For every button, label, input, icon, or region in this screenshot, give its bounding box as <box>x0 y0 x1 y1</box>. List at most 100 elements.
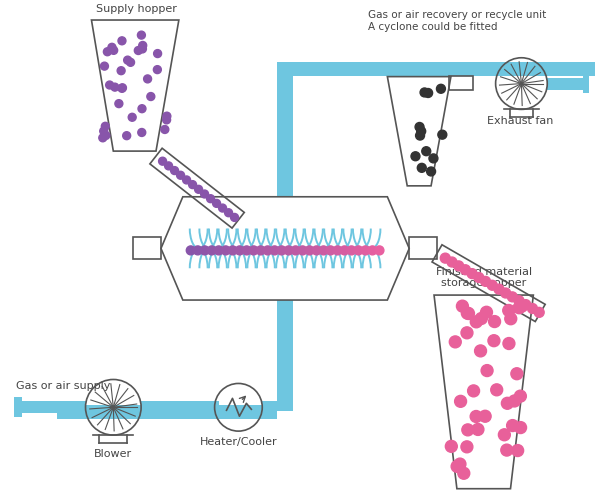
Circle shape <box>118 84 126 92</box>
Text: Exhaust fan: Exhaust fan <box>487 116 554 127</box>
Circle shape <box>503 338 515 349</box>
Circle shape <box>163 112 171 120</box>
Circle shape <box>139 45 147 53</box>
Circle shape <box>135 46 142 54</box>
Circle shape <box>187 246 195 255</box>
Circle shape <box>100 127 108 135</box>
Circle shape <box>154 49 161 57</box>
Circle shape <box>474 273 484 282</box>
Circle shape <box>470 316 482 328</box>
Circle shape <box>284 246 293 255</box>
Text: Blower: Blower <box>94 449 132 459</box>
Circle shape <box>305 246 314 255</box>
Circle shape <box>225 209 233 217</box>
Circle shape <box>106 81 114 89</box>
Circle shape <box>446 440 457 452</box>
Circle shape <box>505 313 517 325</box>
Circle shape <box>263 246 272 255</box>
Circle shape <box>489 316 501 328</box>
Circle shape <box>511 368 523 380</box>
Circle shape <box>118 84 126 92</box>
Circle shape <box>481 276 490 286</box>
Circle shape <box>491 384 503 396</box>
Circle shape <box>117 67 125 75</box>
Circle shape <box>188 180 197 188</box>
Circle shape <box>420 88 429 97</box>
Circle shape <box>454 395 466 407</box>
Circle shape <box>312 246 321 255</box>
Bar <box>277 61 293 197</box>
Circle shape <box>375 246 384 255</box>
Circle shape <box>101 122 109 130</box>
Circle shape <box>354 246 363 255</box>
Circle shape <box>161 125 169 134</box>
Bar <box>20 401 86 413</box>
Circle shape <box>462 307 474 320</box>
Circle shape <box>213 200 221 207</box>
Circle shape <box>521 300 531 309</box>
Circle shape <box>206 195 215 203</box>
Text: Supply hopper: Supply hopper <box>96 4 176 14</box>
Circle shape <box>326 246 335 255</box>
Circle shape <box>368 246 377 255</box>
Circle shape <box>127 58 135 67</box>
Circle shape <box>508 395 520 407</box>
Circle shape <box>298 246 307 255</box>
Circle shape <box>461 441 473 453</box>
Circle shape <box>472 423 484 435</box>
Circle shape <box>507 292 517 302</box>
Circle shape <box>228 246 237 255</box>
Circle shape <box>340 246 349 255</box>
Circle shape <box>118 37 126 45</box>
Circle shape <box>440 253 450 263</box>
Circle shape <box>475 345 487 357</box>
Circle shape <box>416 131 425 140</box>
Circle shape <box>454 458 466 470</box>
Circle shape <box>494 284 504 294</box>
Circle shape <box>109 46 118 54</box>
Circle shape <box>333 246 342 255</box>
Circle shape <box>256 246 265 255</box>
Circle shape <box>153 66 161 74</box>
Circle shape <box>423 89 432 97</box>
Circle shape <box>361 246 370 255</box>
Circle shape <box>461 327 473 339</box>
Circle shape <box>242 246 251 255</box>
Circle shape <box>164 162 173 170</box>
Circle shape <box>487 280 497 290</box>
Bar <box>547 78 583 90</box>
Circle shape <box>458 467 470 479</box>
Circle shape <box>438 130 447 139</box>
Circle shape <box>128 113 136 121</box>
Circle shape <box>291 246 300 255</box>
Circle shape <box>214 246 223 255</box>
Circle shape <box>415 122 424 132</box>
Circle shape <box>467 269 477 279</box>
Circle shape <box>158 157 167 165</box>
Circle shape <box>449 336 461 348</box>
Circle shape <box>193 246 202 255</box>
Circle shape <box>219 204 227 212</box>
Circle shape <box>460 265 471 275</box>
Circle shape <box>462 424 474 436</box>
Circle shape <box>123 132 130 140</box>
Circle shape <box>138 31 145 39</box>
Circle shape <box>501 444 512 456</box>
Circle shape <box>447 257 457 267</box>
Circle shape <box>503 304 515 317</box>
Circle shape <box>221 246 230 255</box>
Circle shape <box>111 83 119 91</box>
Circle shape <box>417 127 426 136</box>
Circle shape <box>515 422 526 433</box>
Circle shape <box>319 246 328 255</box>
Circle shape <box>470 411 482 422</box>
Circle shape <box>124 56 132 64</box>
Circle shape <box>277 246 286 255</box>
Circle shape <box>200 190 209 198</box>
Circle shape <box>513 302 525 313</box>
Bar <box>57 405 277 419</box>
Circle shape <box>417 163 426 172</box>
Circle shape <box>194 185 203 193</box>
Circle shape <box>501 288 511 298</box>
Circle shape <box>527 303 538 313</box>
